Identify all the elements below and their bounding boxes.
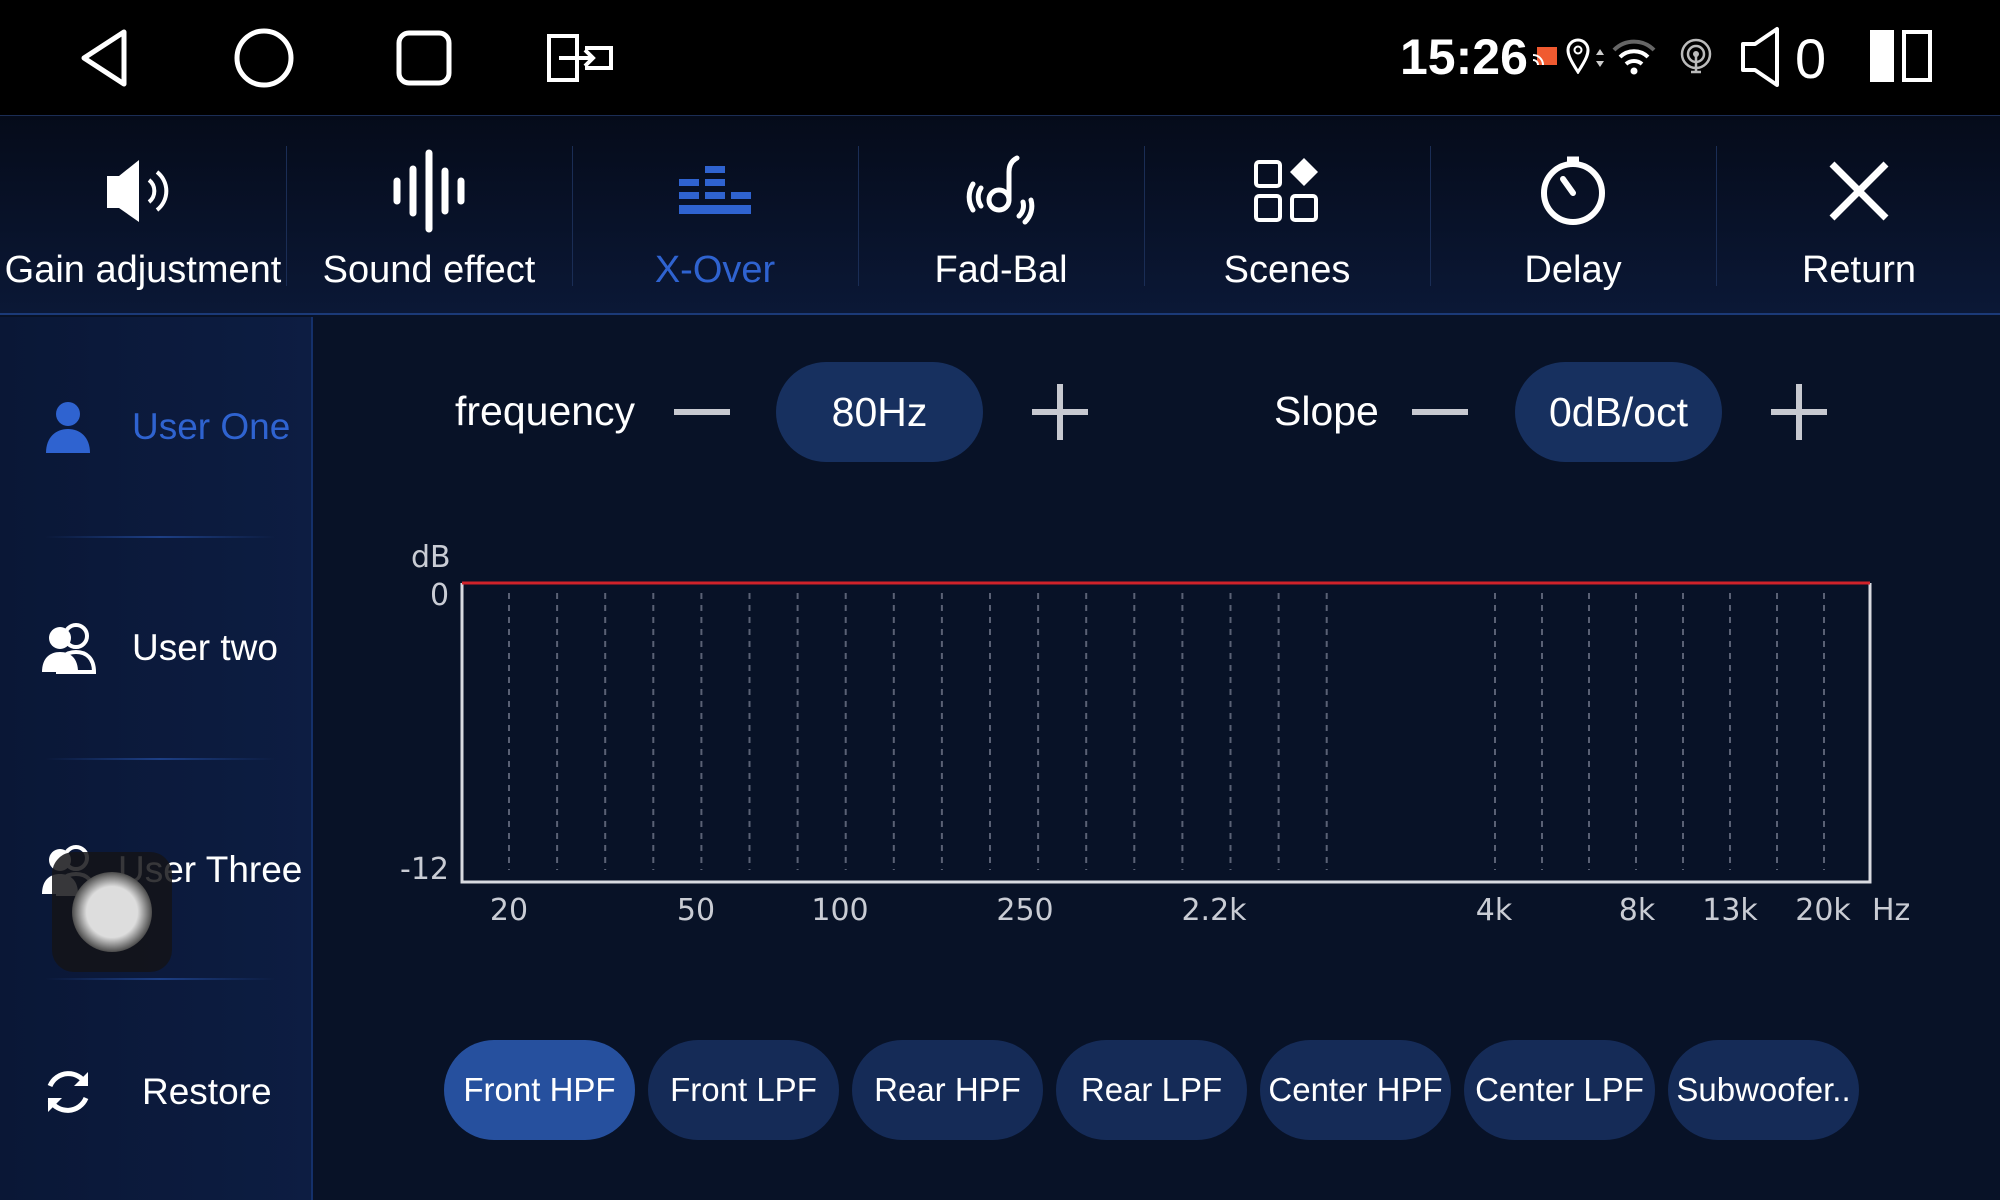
waveform-icon (393, 149, 465, 233)
recents-button[interactable] (388, 22, 460, 94)
equalizer-bars-icon (679, 166, 751, 214)
data-arrows-icon (1596, 49, 1604, 67)
x-axis-unit: Hz (1872, 893, 1911, 928)
tab-return[interactable]: Return (1716, 116, 2000, 316)
hotspot-icon (1680, 38, 1712, 74)
user-icon (46, 402, 90, 453)
tab-gain-adjustment[interactable]: Gain adjustment (0, 116, 286, 316)
tab-sound-effect[interactable]: Sound effect (286, 116, 572, 316)
back-button[interactable] (68, 22, 140, 94)
cast-icon (1532, 47, 1557, 66)
x-tick-label: 20k (1795, 893, 1851, 928)
x-tick-label: 250 (996, 893, 1054, 928)
tab-bar: Gain adjustment Sound effect X-Over Fad-… (0, 115, 2000, 315)
filter-button-center-hpf[interactable]: Center HPF (1260, 1040, 1451, 1140)
y-tick-minus-12: -12 (400, 852, 449, 887)
screen-cast-button[interactable] (545, 22, 617, 94)
screen-cast-exit-icon (547, 34, 613, 82)
users-icon (42, 623, 97, 674)
sidebar: User One User two User Three Restore (0, 317, 313, 1200)
tab-delay[interactable]: Delay (1430, 116, 1716, 316)
x-tick-label: 20 (489, 893, 529, 928)
frequency-label: frequency (455, 388, 636, 434)
filter-button-subwoofer[interactable]: Subwoofer.. (1668, 1040, 1859, 1140)
slope-value[interactable]: 0dB/oct (1515, 362, 1722, 462)
chart-axes (460, 583, 1872, 884)
slope-decrease-button[interactable] (1408, 380, 1472, 444)
back-icon (81, 29, 127, 87)
status-bar: 15:26 0 (0, 0, 2000, 115)
speaker-icon (107, 160, 169, 222)
sidebar-item-restore[interactable]: Restore (40, 1052, 310, 1132)
slope-increase-button[interactable] (1767, 380, 1831, 444)
location-icon (1566, 38, 1590, 74)
x-tick-label: 100 (811, 893, 869, 928)
floating-assistive-button[interactable] (52, 852, 172, 972)
close-icon (1829, 161, 1889, 221)
sidebar-item-user-one[interactable]: User One (40, 387, 310, 467)
assistive-touch-icon (72, 872, 152, 952)
recents-icon (396, 30, 452, 86)
frequency-increase-button[interactable] (1028, 380, 1092, 444)
filter-button-rear-lpf[interactable]: Rear LPF (1056, 1040, 1247, 1140)
y-tick-0: 0 (430, 578, 450, 613)
wifi-icon (1612, 39, 1656, 75)
speaker-icon (1741, 27, 1779, 87)
timer-icon (1541, 156, 1605, 225)
sidebar-item-user-two[interactable]: User two (40, 608, 310, 688)
tab-fad-bal[interactable]: Fad-Bal (858, 116, 1144, 316)
filter-button-front-lpf[interactable]: Front LPF (648, 1040, 839, 1140)
tab-x-over[interactable]: X-Over (572, 116, 858, 316)
x-tick-label: 2.2k (1181, 893, 1247, 928)
refresh-icon (47, 1071, 89, 1113)
scenes-grid-icon (1254, 158, 1318, 222)
slope-label: Slope (1274, 388, 1379, 434)
surround-sound-icon (966, 155, 1035, 225)
x-tick-label: 8k (1618, 893, 1656, 928)
home-button[interactable] (228, 22, 300, 94)
frequency-value[interactable]: 80Hz (776, 362, 983, 462)
split-screen-icon (1870, 30, 1932, 82)
tab-scenes[interactable]: Scenes (1144, 116, 1430, 316)
split-screen-button[interactable] (1868, 28, 1934, 84)
x-tick-label: 50 (676, 893, 716, 928)
filter-button-center-lpf[interactable]: Center LPF (1464, 1040, 1655, 1140)
home-icon (234, 28, 294, 88)
frequency-decrease-button[interactable] (670, 380, 734, 444)
x-tick-label: 13k (1702, 893, 1758, 928)
y-axis-label: dB (411, 540, 451, 575)
filter-button-rear-hpf[interactable]: Rear HPF (852, 1040, 1043, 1140)
clock: 15:26 (1400, 29, 1528, 85)
x-tick-label: 4k (1475, 893, 1513, 928)
filter-button-front-hpf[interactable]: Front HPF (444, 1040, 635, 1140)
volume-level: 0 (1795, 27, 1827, 90)
